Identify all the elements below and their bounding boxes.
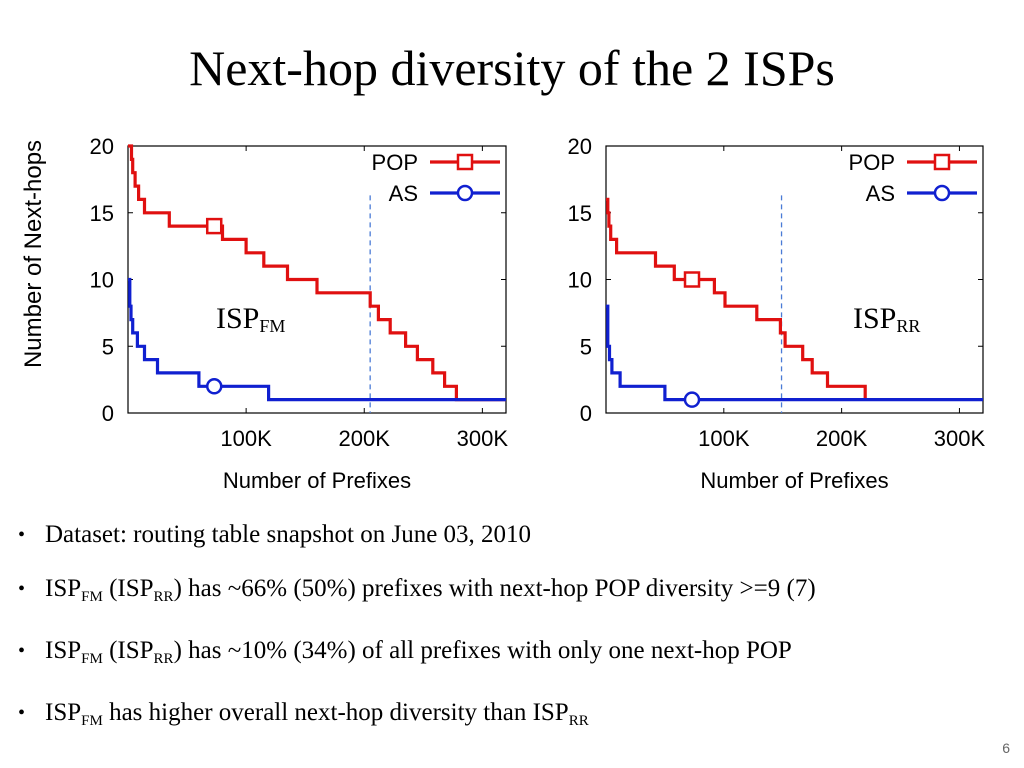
y-tick-label: 10 xyxy=(90,268,114,293)
isp-rr-label-main: ISP xyxy=(853,302,897,335)
y-tick-label: 15 xyxy=(568,201,592,226)
isp-fm-label-main: ISP xyxy=(216,302,260,335)
legend-label-as: AS xyxy=(389,181,418,206)
x-tick-label: 100K xyxy=(698,426,750,451)
series-line-as xyxy=(606,304,983,402)
legend-label-as: AS xyxy=(866,181,895,206)
bullet-subscript: FM xyxy=(81,651,103,667)
bullet-item: • Dataset: routing table snapshot on June… xyxy=(18,520,1024,550)
series-line-pop xyxy=(606,197,867,400)
bullet-text: ) has ~10% (34%) of all prefixes with on… xyxy=(173,637,792,664)
x-tick-label: 100K xyxy=(220,426,272,451)
series-line-pop xyxy=(128,144,506,402)
series-marker-as xyxy=(683,391,701,408)
y-tick-label: 0 xyxy=(102,401,114,426)
bullet-subscript: RR xyxy=(568,713,589,729)
series-marker-pop xyxy=(205,217,223,235)
isp-rr-label-sub: RR xyxy=(896,316,921,336)
bullet-text: ISP xyxy=(45,699,82,726)
legend-marker-as xyxy=(456,184,474,202)
bullet-item: • ISPFM (ISPRR) has ~10% (34%) of all pre… xyxy=(18,636,1024,674)
y-tick-label: 20 xyxy=(90,134,114,159)
y-tick-label: 15 xyxy=(90,201,114,226)
slide-title: Next-hop diversity of the 2 ISPs xyxy=(189,40,835,96)
plot-frame xyxy=(605,145,984,414)
bullet-dot: • xyxy=(18,578,26,600)
chart-isp-fm: 0 5 10 15 20 100K 200K 300K Number of Prefixes PO… xyxy=(90,134,509,493)
bullet-text: ISP xyxy=(45,575,82,602)
bullet-text: ISP xyxy=(45,637,82,664)
legend-marker-pop xyxy=(933,153,951,171)
bullet-item: • ISPFM (ISPRR) has ~66% (50%) prefixes w… xyxy=(18,574,1024,612)
x-tick-label: 200K xyxy=(816,426,868,451)
legend-label-pop: POP xyxy=(849,150,895,175)
bullet-text: has higher overall next-hop diversity th… xyxy=(102,699,569,726)
x-axis-label: Number of Prefixes xyxy=(223,468,411,493)
y-tick-label: 5 xyxy=(102,334,114,359)
bullet-text: Dataset: routing table snapshot on June … xyxy=(45,521,532,548)
isp-fm-label-sub: FM xyxy=(259,316,286,336)
bullet-dot: • xyxy=(18,702,26,724)
y-tick-label: 5 xyxy=(580,334,592,359)
x-tick-label: 300K xyxy=(457,426,509,451)
isp-rr-label: ISPRR xyxy=(853,302,920,343)
y-axis-label: Number of Next-hops xyxy=(20,139,47,369)
series-line-as xyxy=(128,277,506,402)
chart-isp-rr: 0 5 10 15 20 100K 200K 300K Number of Prefixes PO… xyxy=(568,134,986,493)
x-axis-label: Number of Prefixes xyxy=(700,468,888,493)
y-tick-label: 0 xyxy=(580,401,592,426)
bullet-dot: • xyxy=(18,640,26,662)
page-number: 6 xyxy=(1002,740,1010,756)
bullet-subscript: FM xyxy=(81,589,103,605)
bullet-dot: • xyxy=(18,524,26,546)
bullet-text: ) has ~66% (50%) prefixes with next-hop … xyxy=(173,575,816,602)
x-tick-label: 200K xyxy=(339,426,391,451)
bullet-text: (ISP xyxy=(102,575,154,602)
isp-fm-label: ISPFM xyxy=(216,302,285,343)
bullet-subscript: RR xyxy=(153,589,174,605)
bullet-list: • Dataset: routing table snapshot on June… xyxy=(18,520,1024,760)
y-tick-label: 20 xyxy=(568,134,592,159)
legend-marker-pop xyxy=(456,153,474,171)
series-marker-pop xyxy=(683,271,701,288)
bullet-item: • ISPFM has higher overall next-hop diver… xyxy=(18,698,1024,736)
y-tick-label: 10 xyxy=(568,268,592,293)
x-tick-label: 300K xyxy=(934,426,986,451)
bullet-subscript: RR xyxy=(153,651,174,667)
legend-label-pop: POP xyxy=(372,150,418,175)
legend-marker-as xyxy=(933,184,951,202)
bullet-text: (ISP xyxy=(102,637,154,664)
series-marker-as xyxy=(205,378,223,395)
bullet-subscript: FM xyxy=(81,713,103,729)
